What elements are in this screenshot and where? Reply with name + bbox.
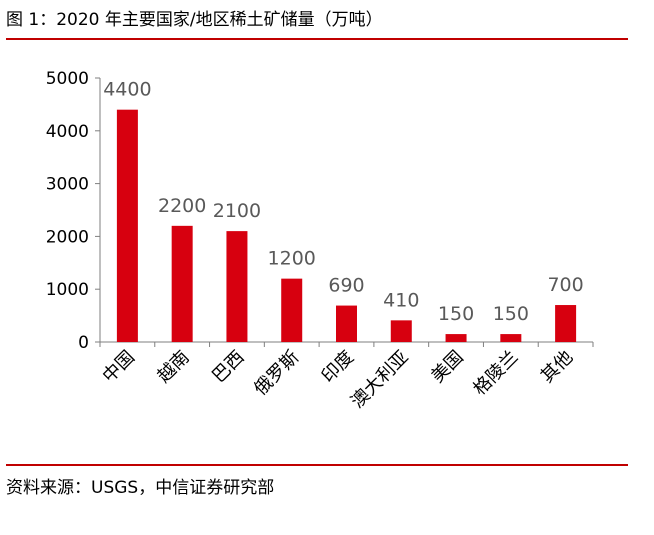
y-tick-label: 0 <box>78 333 89 353</box>
bar <box>226 231 248 342</box>
data-label: 4400 <box>103 79 151 101</box>
bar <box>390 320 412 342</box>
bar <box>116 109 138 343</box>
y-tick-label: 1000 <box>46 280 89 300</box>
x-tick-label: 印度 <box>318 347 358 387</box>
data-label: 1200 <box>268 248 316 270</box>
bar <box>555 305 577 342</box>
top-divider <box>6 38 628 40</box>
y-tick-label: 3000 <box>46 175 89 195</box>
data-label: 700 <box>547 274 583 296</box>
bottom-divider <box>6 464 628 466</box>
x-tick-label: 格陵兰 <box>469 347 522 400</box>
bar <box>171 225 193 342</box>
bar <box>336 305 357 342</box>
x-tick-label: 越南 <box>153 347 193 387</box>
bar-chart: 0 1000 2000 3000 4000 5000 4400 中国 2200 越南 2100 巴西 1… <box>46 69 594 413</box>
x-tick-label: 美国 <box>427 347 467 387</box>
data-label: 410 <box>383 289 419 311</box>
x-tick-label: 巴西 <box>208 347 248 387</box>
x-tick-label: 澳大利亚 <box>347 347 413 413</box>
bar <box>500 334 522 342</box>
y-tick-label: 2000 <box>46 227 89 247</box>
data-label: 150 <box>493 303 529 325</box>
figure-title: 图 1：2020 年主要国家/地区稀土矿储量（万吨） <box>6 10 383 30</box>
y-tick-label: 4000 <box>46 122 89 142</box>
data-label: 2100 <box>213 200 261 222</box>
bar <box>445 334 467 342</box>
y-tick-label: 5000 <box>46 69 89 89</box>
x-tick-label: 其他 <box>537 347 577 387</box>
data-label: 2200 <box>158 195 206 217</box>
bar <box>281 278 303 342</box>
source-note: 资料来源：USGS，中信证券研究部 <box>6 478 275 498</box>
x-tick-label: 俄罗斯 <box>250 347 303 400</box>
data-label: 150 <box>438 303 474 325</box>
x-tick-label: 中国 <box>99 347 139 387</box>
data-label: 690 <box>328 275 364 297</box>
